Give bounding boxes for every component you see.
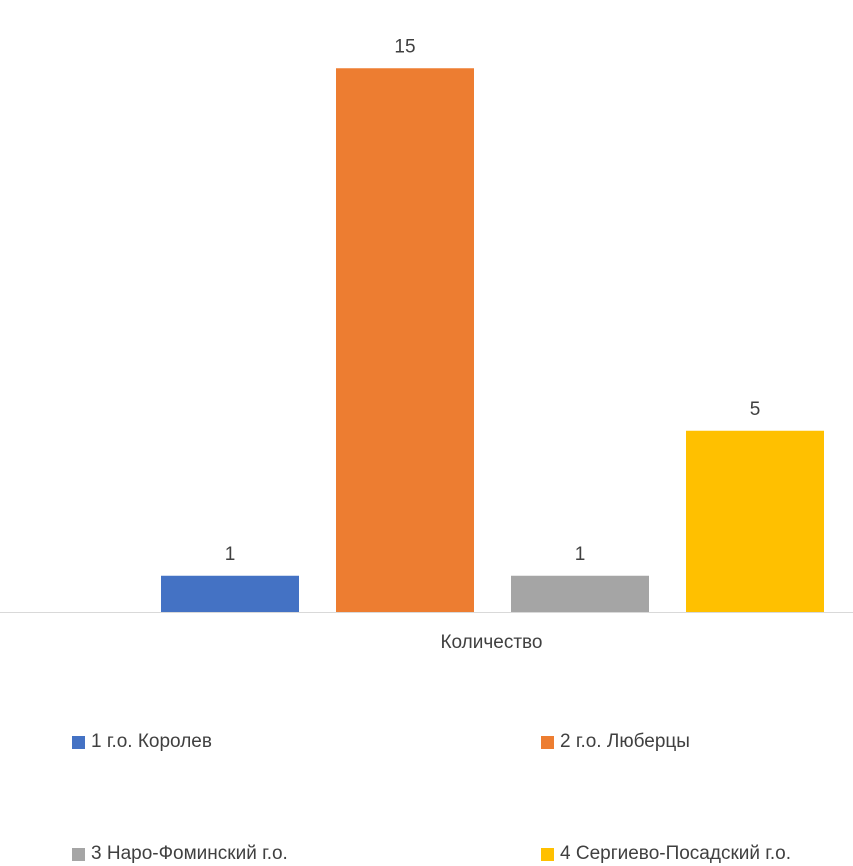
data-label-series-1: 1 <box>225 544 236 565</box>
x-axis-category-label: Количество <box>440 632 543 653</box>
bar-series-2 <box>336 68 474 612</box>
data-label-series-2: 15 <box>394 36 415 57</box>
bar-series-4 <box>686 430 824 612</box>
data-label-series-4: 5 <box>750 399 761 420</box>
bar-series-3 <box>511 575 649 612</box>
data-label-series-3: 1 <box>575 544 586 565</box>
bar-series-1 <box>161 575 299 612</box>
